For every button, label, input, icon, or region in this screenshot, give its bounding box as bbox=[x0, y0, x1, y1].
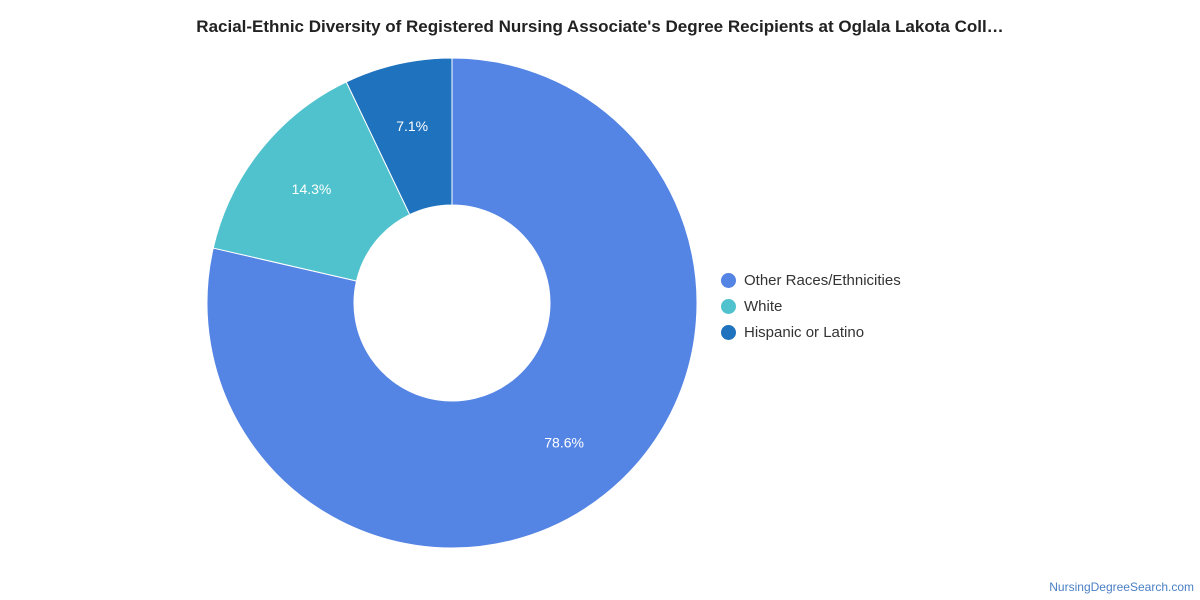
slice-hispanic[interactable] bbox=[345, 57, 453, 216]
legend-swatch bbox=[721, 298, 736, 314]
slice-white[interactable] bbox=[212, 81, 411, 282]
slice-value-label: 7.1% bbox=[396, 118, 428, 134]
legend-item-white[interactable]: White bbox=[721, 293, 901, 319]
legend-label: Other Races/Ethnicities bbox=[744, 271, 901, 289]
legend-swatch bbox=[721, 324, 736, 340]
slice-other[interactable] bbox=[206, 57, 698, 549]
donut-slices bbox=[206, 57, 698, 549]
legend-item-other[interactable]: Other Races/Ethnicities bbox=[721, 267, 901, 293]
source-link[interactable]: NursingDegreeSearch.com bbox=[1049, 580, 1194, 594]
slice-labels: 78.6% 14.3% 7.1% bbox=[292, 118, 584, 450]
legend-label: White bbox=[744, 297, 783, 315]
legend-swatch bbox=[721, 272, 736, 288]
legend: Other Races/Ethnicities White Hispanic o… bbox=[721, 267, 901, 345]
legend-label: Hispanic or Latino bbox=[744, 323, 865, 341]
legend-item-hispanic[interactable]: Hispanic or Latino bbox=[721, 319, 901, 345]
chart-title: Racial-Ethnic Diversity of Registered Nu… bbox=[196, 17, 1004, 36]
slice-value-label: 78.6% bbox=[544, 435, 584, 451]
slice-value-label: 14.3% bbox=[292, 181, 332, 197]
